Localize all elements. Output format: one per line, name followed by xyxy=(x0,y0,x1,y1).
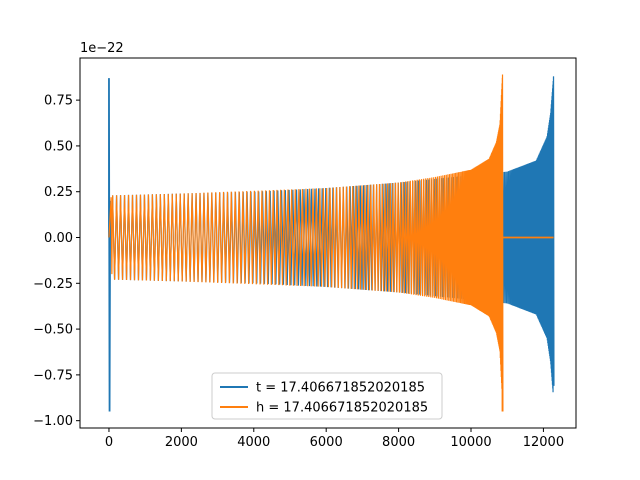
series-h-start xyxy=(108,195,114,275)
y-tick-label: 0.50 xyxy=(44,139,73,154)
x-tick-label: 6000 xyxy=(310,435,343,450)
y-tick-label: 0.25 xyxy=(44,185,73,200)
x-tick-label: 8000 xyxy=(382,435,415,450)
x-tick-label: 4000 xyxy=(237,435,270,450)
series-t-spike xyxy=(108,78,112,412)
legend-label: h = 17.406671852020185 xyxy=(256,401,428,416)
y-tick-label: −1.00 xyxy=(33,414,73,429)
series-layer xyxy=(108,74,555,412)
y-tick-label: −0.75 xyxy=(33,368,73,383)
y-tick-label: −0.50 xyxy=(33,323,73,338)
y-tick-label: −0.25 xyxy=(33,277,73,292)
plot-frame xyxy=(79,57,577,429)
x-tick-label: 10000 xyxy=(450,435,491,450)
y-tick-label: 0.75 xyxy=(44,94,73,109)
x-tick-label: 12000 xyxy=(523,435,564,450)
y-offset-label: 1e−22 xyxy=(80,41,124,56)
series-h-line xyxy=(111,74,504,412)
y-tick-label: 0.00 xyxy=(44,231,73,246)
x-axis: 0 2000 4000 6000 8000 10000 12000 xyxy=(105,428,564,450)
x-tick-label: 2000 xyxy=(165,435,198,450)
legend-label: t = 17.406671852020185 xyxy=(256,381,425,396)
legend-box xyxy=(211,372,443,420)
y-axis: −1.00 −0.75 −0.50 −0.25 0.00 0.25 0.50 0.75 xyxy=(33,94,80,429)
x-tick-label: 0 xyxy=(105,435,113,450)
legend: t = 17.406671852020185 h = 17.40667185202… xyxy=(211,372,443,420)
